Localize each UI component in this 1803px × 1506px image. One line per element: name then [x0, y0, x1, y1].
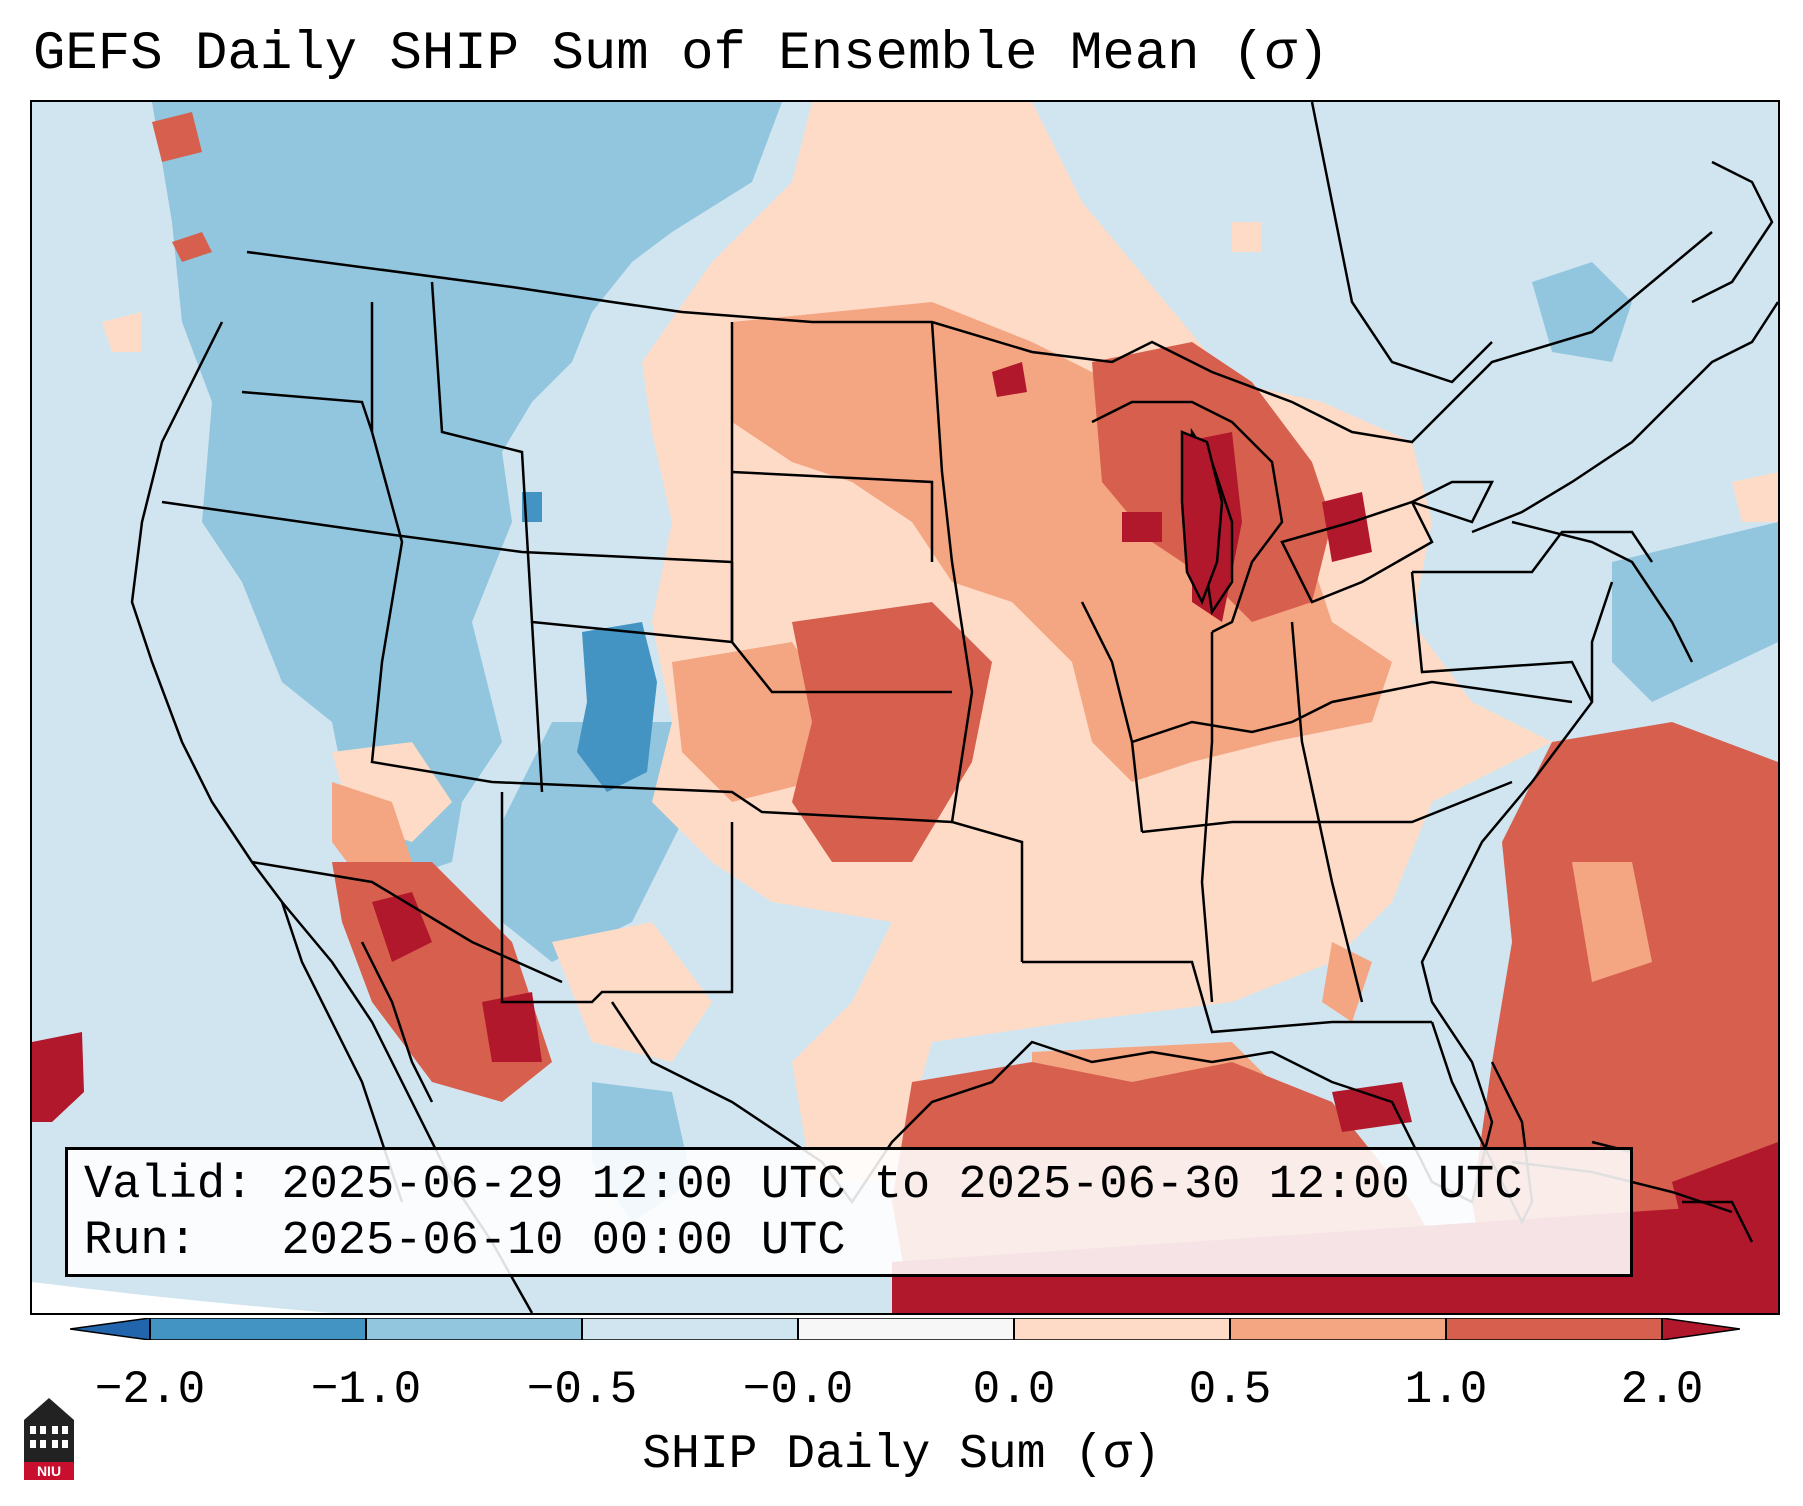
validity-info-box: Valid: 2025-06-29 12:00 UTC to 2025-06-3… [65, 1147, 1633, 1277]
colorbar-tick: −0.5 [526, 1364, 638, 1416]
map-panel [30, 100, 1780, 1315]
colorbar-tick: 0.5 [1188, 1364, 1272, 1416]
colorbar-tick: 2.0 [1620, 1364, 1704, 1416]
colorbar [70, 1318, 1740, 1340]
ship-anomaly-map [32, 102, 1778, 1313]
run-label: Run: [84, 1215, 197, 1268]
run-value: 2025-06-10 00:00 UTC [281, 1215, 846, 1268]
colorbar-tick: −1.0 [310, 1364, 422, 1416]
anomaly-neg-strong [522, 492, 657, 792]
map-title: GEFS Daily SHIP Sum of Ensemble Mean (σ) [33, 24, 1330, 85]
colorbar-tick: 1.0 [1404, 1364, 1488, 1416]
colorbar-tick: 0.0 [972, 1364, 1056, 1416]
niu-logo-text: NIU [37, 1463, 61, 1479]
valid-label: Valid: [84, 1159, 254, 1212]
run-row: Run: 2025-06-10 00:00 UTC [84, 1214, 1614, 1270]
valid-value: 2025-06-29 12:00 UTC to 2025-06-30 12:00… [281, 1159, 1523, 1212]
niu-tower-icon: NIU [24, 1398, 74, 1480]
colorbar-bin-05-1 [1230, 1318, 1446, 1340]
valid-row: Valid: 2025-06-29 12:00 UTC to 2025-06-3… [84, 1158, 1614, 1214]
colorbar-tick: −0.0 [742, 1364, 854, 1416]
colorbar-bin-m05-m0 [582, 1318, 798, 1340]
colorbar-over-arrow [1661, 1318, 1740, 1340]
colorbar-bin-m1-m05 [366, 1318, 582, 1340]
colorbar-under-arrow [70, 1318, 151, 1340]
colorbar-bin-0-05 [1014, 1318, 1230, 1340]
colorbar-bin-m0-0 [798, 1318, 1014, 1340]
boundaries [130, 102, 1778, 1313]
colorbar-tick: −2.0 [94, 1364, 206, 1416]
colorbar-bin-1-2 [1446, 1318, 1662, 1340]
colorbar-label: SHIP Daily Sum (σ) [642, 1428, 1161, 1482]
lake-michigan [1180, 430, 1224, 606]
colorbar-bin-m2-m1 [150, 1318, 366, 1340]
